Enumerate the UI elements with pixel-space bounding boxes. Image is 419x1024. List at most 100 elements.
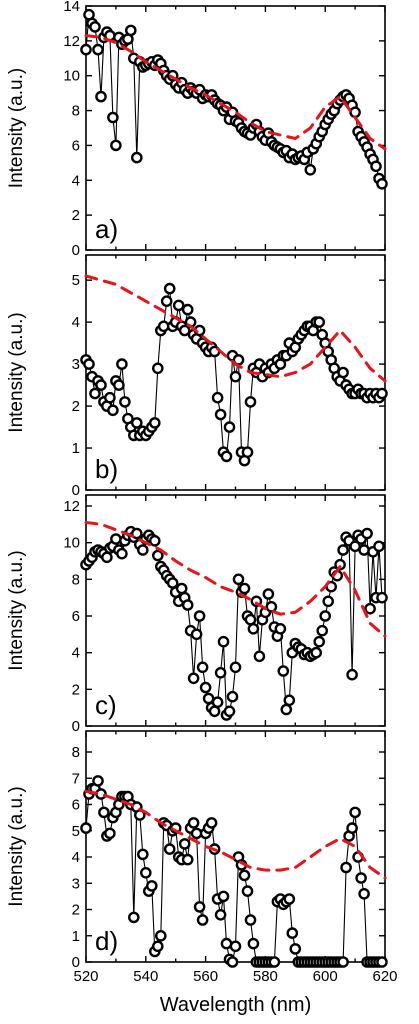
y-tick-label: 4 xyxy=(72,314,80,331)
data-point xyxy=(104,391,116,404)
data-point xyxy=(136,848,149,861)
data-point xyxy=(316,624,329,637)
data-point xyxy=(95,379,107,391)
data-point xyxy=(95,90,107,103)
data-point xyxy=(193,610,206,622)
data-point xyxy=(226,956,239,968)
y-tick-label: 0 xyxy=(72,954,80,971)
data-point xyxy=(148,417,161,429)
data-point xyxy=(262,588,275,600)
y-tick-label: 1 xyxy=(72,440,80,457)
data-point xyxy=(232,573,245,586)
data-point xyxy=(346,668,358,681)
data-point xyxy=(172,299,185,312)
data-point xyxy=(154,930,167,942)
data-point xyxy=(223,705,236,718)
y-tick-label: 5 xyxy=(72,823,80,840)
data-point xyxy=(376,387,388,400)
y-tick-label: 2 xyxy=(72,681,80,698)
data-point xyxy=(151,549,164,562)
y-tick-label: 6 xyxy=(72,137,80,154)
data-point xyxy=(361,527,373,540)
chart-panel-4: 0 1 2 3 4 5 6 7 8 520 540 560 580 600 620 Intensity (a.… xyxy=(6,730,398,1016)
data-point xyxy=(244,396,257,408)
data-point xyxy=(130,151,143,164)
data-point xyxy=(220,937,233,950)
data-point xyxy=(181,599,194,611)
y-tick-label: 7 xyxy=(72,770,80,787)
data-point xyxy=(310,646,323,659)
data-point xyxy=(322,595,335,608)
x-tick-label: 580 xyxy=(253,968,278,985)
data-point xyxy=(217,635,230,648)
data-point xyxy=(148,535,161,547)
fit-curve xyxy=(84,789,387,880)
data-point xyxy=(151,940,164,953)
data-point xyxy=(139,867,152,879)
data-point xyxy=(89,387,101,400)
data-point xyxy=(119,396,131,408)
data-point xyxy=(130,527,143,540)
y-tick-label: 5 xyxy=(72,272,80,289)
y-tick-label: 8 xyxy=(72,571,80,588)
data-point xyxy=(283,694,296,707)
y-tick-label: 2 xyxy=(72,207,80,224)
data-point xyxy=(107,404,119,417)
data-point xyxy=(214,408,227,421)
data-point xyxy=(265,601,278,613)
data-point xyxy=(178,324,191,337)
data-point xyxy=(280,703,293,716)
data-point xyxy=(376,956,388,968)
data-point xyxy=(163,282,176,295)
data-point xyxy=(337,956,349,968)
x-tick-label: 620 xyxy=(372,968,397,985)
y-tick-label: 4 xyxy=(72,172,80,189)
data-point xyxy=(199,681,212,694)
data-point xyxy=(80,43,92,56)
data-point xyxy=(92,775,104,787)
fit-curve xyxy=(84,521,387,638)
data-point xyxy=(337,366,349,379)
data-point xyxy=(313,316,326,328)
data-point xyxy=(211,696,224,709)
y-tick-label: 0 xyxy=(72,718,80,735)
data-point xyxy=(113,379,125,391)
data-point xyxy=(130,417,143,429)
data-point xyxy=(334,558,346,571)
data-point xyxy=(229,370,242,383)
y-tick-label: 2 xyxy=(72,902,80,919)
data-point xyxy=(241,446,254,459)
data-point xyxy=(373,540,385,553)
chart-panel-3: 0 2 4 6 8 10 12 Intensity (a.u.) c) xyxy=(6,494,388,735)
y-tick-label: 0 xyxy=(72,242,80,259)
data-point xyxy=(283,893,296,905)
y-tick-label: 4 xyxy=(72,645,80,662)
data-point xyxy=(277,665,290,677)
y-tick-label: 10 xyxy=(63,68,80,85)
x-tick-label: 520 xyxy=(73,968,98,985)
data-point xyxy=(166,577,179,589)
y-axis-label: Intensity (a.u.) xyxy=(6,312,27,432)
y-tick-label: 8 xyxy=(72,744,80,761)
data-point xyxy=(349,806,361,819)
data-point xyxy=(376,177,388,190)
panel-label: b) xyxy=(95,454,118,484)
data-point xyxy=(220,450,233,463)
y-tick-label: 10 xyxy=(63,535,80,552)
data-point xyxy=(340,861,352,874)
x-tick-label: 600 xyxy=(313,968,338,985)
data-point xyxy=(89,21,101,33)
data-point xyxy=(319,610,332,622)
chart-panel-2: 0 1 2 3 4 5 Intensity (a.u.) b) xyxy=(6,254,388,499)
data-point xyxy=(190,628,203,641)
data-point xyxy=(238,582,251,595)
x-axis-label: Wavelength (nm) xyxy=(160,994,312,1016)
y-tick-label: 6 xyxy=(72,608,80,625)
fit-curve xyxy=(84,274,387,383)
data-point xyxy=(304,163,317,176)
y-axis-label: Intensity (a.u.) xyxy=(6,786,27,906)
y-axis-label: Intensity (a.u.) xyxy=(6,550,27,670)
data-point xyxy=(125,24,137,37)
y-tick-label: 1 xyxy=(72,928,80,945)
data-point xyxy=(247,623,260,635)
